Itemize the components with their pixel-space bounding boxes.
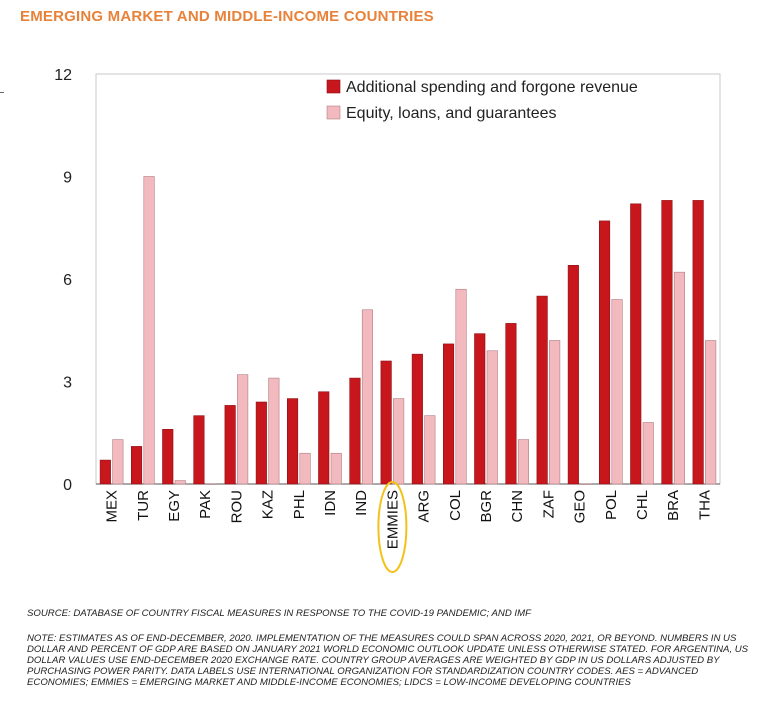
x-tick-label: KAZ	[260, 490, 277, 519]
x-tick-label: ROU	[228, 490, 245, 523]
bar-spending-emmies	[380, 360, 392, 485]
x-tick-label: POL	[603, 490, 620, 520]
source-note: SOURCE: DATABASE OF COUNTRY FISCAL MEASU…	[27, 608, 531, 619]
x-tick-label: COL	[447, 490, 464, 521]
bar-equity-chl	[642, 422, 654, 485]
bar-equity-bra	[673, 271, 686, 485]
bar-spending-zaf	[536, 295, 548, 485]
bar-equity-rou	[237, 374, 249, 485]
y-tick-label: 0	[63, 477, 72, 494]
bar-spending-mex	[99, 459, 111, 485]
bar-spending-rou	[224, 405, 236, 485]
bar-spending-tha	[692, 200, 704, 485]
y-tick-label: 3	[63, 375, 72, 392]
bar-equity-col	[455, 288, 467, 485]
bar-spending-ind	[349, 377, 361, 485]
bar-equity-chn	[517, 439, 530, 485]
x-tick-label: ARG	[416, 490, 433, 523]
plot-area	[95, 73, 721, 485]
bar-equity-ind	[361, 309, 374, 485]
x-tick-label: EMMIES	[384, 490, 401, 549]
bar-spending-kaz	[255, 401, 267, 485]
bar-equity-kaz	[268, 377, 280, 485]
bar-equity-mex	[112, 439, 124, 485]
x-tick-label: PHL	[291, 490, 308, 519]
x-tick-label: CHL	[634, 490, 651, 520]
chart-title: EMERGING MARKET AND MIDDLE-INCOME COUNTR…	[20, 8, 434, 25]
bar-equity-emmies	[393, 398, 405, 485]
y-tick-label: 6	[63, 272, 72, 289]
bar-spending-phl	[286, 398, 299, 485]
bar-spending-arg	[411, 353, 423, 485]
bar-spending-tur	[131, 446, 143, 485]
bar-equity-bgr	[486, 350, 498, 485]
x-tick-label: TUR	[135, 490, 152, 521]
bar-spending-chl	[630, 203, 642, 485]
bar-equity-tha	[705, 340, 717, 485]
bar-equity-tur	[143, 176, 155, 485]
x-tick-label: EGY	[166, 490, 183, 522]
bar-equity-pak	[205, 483, 217, 485]
bar-spending-col	[442, 343, 455, 485]
x-tick-label: IDN	[322, 490, 339, 516]
bar-spending-chn	[505, 323, 517, 485]
bar-equity-pol	[611, 299, 623, 485]
x-tick-label: THA	[696, 490, 713, 520]
legend-label-spending: Additional spending and forgone revenue	[346, 79, 638, 96]
bar-equity-arg	[424, 415, 436, 485]
margin-tick-mark	[0, 92, 4, 93]
bar-spending-bgr	[474, 333, 486, 485]
legend-label-equity: Equity, loans, and guarantees	[346, 105, 557, 122]
bar-equity-idn	[330, 452, 342, 485]
bar-spending-pol	[598, 220, 611, 485]
bar-equity-geo	[580, 483, 592, 485]
x-tick-label: BRA	[665, 490, 682, 521]
highlight-circle	[377, 481, 408, 573]
legend-swatch-equity	[326, 105, 341, 120]
footnote: NOTE: ESTIMATES AS OF END-DECEMBER, 2020…	[27, 633, 749, 688]
y-tick-label: 12	[54, 67, 72, 84]
bar-equity-phl	[299, 452, 311, 485]
x-tick-label: CHN	[509, 490, 526, 523]
x-tick-label: GEO	[572, 490, 589, 523]
bar-spending-bra	[661, 200, 673, 485]
bar-spending-pak	[193, 415, 205, 485]
x-tick-label: PAK	[197, 490, 214, 519]
bar-spending-geo	[567, 265, 579, 485]
bar-spending-idn	[318, 391, 330, 485]
legend-swatch-spending	[326, 79, 341, 94]
x-tick-label: ZAF	[540, 490, 557, 518]
x-tick-label: BGR	[478, 490, 495, 523]
y-tick-label: 9	[63, 170, 72, 187]
bar-equity-zaf	[549, 340, 561, 485]
bar-equity-egy	[174, 480, 186, 485]
bar-chart: 0 3 6 9 12 MEX TUR EGY PAK ROU KAZ PHL IDN IND EMMIES…	[54, 67, 721, 573]
x-tick-label: MEX	[104, 490, 121, 523]
x-tick-label: IND	[353, 490, 370, 516]
bar-spending-egy	[162, 429, 174, 485]
